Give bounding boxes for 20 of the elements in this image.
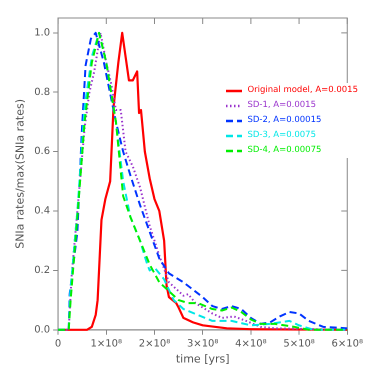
x-tick-label: 5×10⁸ bbox=[283, 338, 315, 350]
x-axis-title: time [yrs] bbox=[176, 352, 230, 366]
y-tick-label: 0.6 bbox=[34, 146, 50, 158]
y-tick-label: 0.8 bbox=[34, 86, 50, 98]
legend-label: SD-1, A=0.0015 bbox=[247, 99, 316, 112]
x-tick-label: 2×10⁸ bbox=[138, 338, 170, 350]
x-tick-label: 3×10⁸ bbox=[186, 338, 218, 350]
legend-label: SD-2, A=0.00015 bbox=[247, 114, 322, 127]
legend-label: SD-4, A=0.00075 bbox=[247, 144, 322, 157]
legend-label: SD-3, A=0.0075 bbox=[247, 129, 316, 142]
y-tick-label: 0.4 bbox=[34, 206, 50, 217]
x-tick-label: 0 bbox=[54, 338, 62, 350]
y-tick-label: 0.0 bbox=[34, 324, 50, 336]
legend-label: Original model, A=0.0015 bbox=[247, 84, 358, 97]
x-tick-label: 4×10⁸ bbox=[235, 338, 267, 350]
y-tick-label: 0.2 bbox=[34, 265, 50, 276]
x-tick-label: 1×10⁸ bbox=[90, 338, 122, 350]
y-axis-title: SNIa rates/max(SNIa rates) bbox=[13, 99, 26, 249]
y-tick-label: 1.0 bbox=[34, 27, 50, 38]
x-tick-label: 6×10⁸ bbox=[332, 338, 364, 350]
